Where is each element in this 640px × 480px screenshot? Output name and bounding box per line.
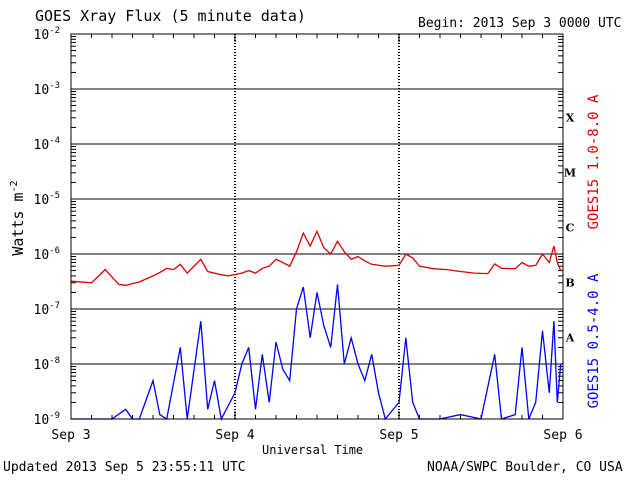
y-tick-label: 10-8 bbox=[34, 356, 61, 373]
flare-class-label: A bbox=[565, 332, 575, 345]
begin-time: Begin: 2013 Sep 3 0000 UTC bbox=[418, 16, 622, 31]
x-axis-title: Universal Time bbox=[262, 443, 364, 457]
flare-class-label: M bbox=[564, 167, 576, 180]
series-lines bbox=[70, 229, 562, 421]
y-tick-label: 10-2 bbox=[34, 26, 61, 43]
legend-entry: GOES15 1.0-8.0 A bbox=[586, 94, 602, 229]
series-line-1 bbox=[70, 229, 562, 286]
grid-lines bbox=[71, 34, 563, 419]
y-axis-title: Watts m-2 bbox=[9, 180, 27, 255]
series-line-2 bbox=[71, 284, 562, 421]
series-legend: GOES15 1.0-8.0 A GOES15 0.5-4.0 A bbox=[586, 94, 602, 408]
chart-title: GOES Xray Flux (5 minute data) bbox=[35, 7, 306, 25]
x-tick-label: Sep 4 bbox=[215, 428, 254, 443]
x-tick-label: Sep 5 bbox=[379, 428, 418, 443]
x-tick-label: Sep 6 bbox=[543, 428, 582, 443]
x-tick-label: Sep 3 bbox=[51, 428, 90, 443]
y-tick-label: 10-6 bbox=[34, 246, 61, 263]
y-tick-label: 10-4 bbox=[34, 136, 61, 153]
flare-class-label: B bbox=[565, 277, 574, 290]
axis-ticks bbox=[70, 34, 564, 419]
flare-class-label: C bbox=[566, 222, 575, 235]
y-tick-label: 10-3 bbox=[34, 81, 61, 98]
y-tick-labels: 10-2 10-3 10-4 10-5 10-6 10-7 10-8 10-9 bbox=[34, 26, 61, 428]
legend-entry: GOES15 0.5-4.0 A bbox=[586, 273, 602, 408]
flare-class-labels: X M C B A bbox=[564, 112, 576, 345]
updated-timestamp: Updated 2013 Sep 5 23:55:11 UTC bbox=[3, 460, 246, 475]
source-credit: NOAA/SWPC Boulder, CO USA bbox=[427, 460, 623, 475]
y-tick-label: 10-5 bbox=[34, 191, 61, 208]
flare-class-label: X bbox=[566, 112, 575, 125]
x-tick-labels: Sep 3 Sep 4 Sep 5 Sep 6 bbox=[51, 428, 582, 443]
y-tick-label: 10-9 bbox=[34, 411, 61, 428]
y-tick-label: 10-7 bbox=[34, 301, 61, 318]
plot-frame bbox=[70, 33, 564, 420]
